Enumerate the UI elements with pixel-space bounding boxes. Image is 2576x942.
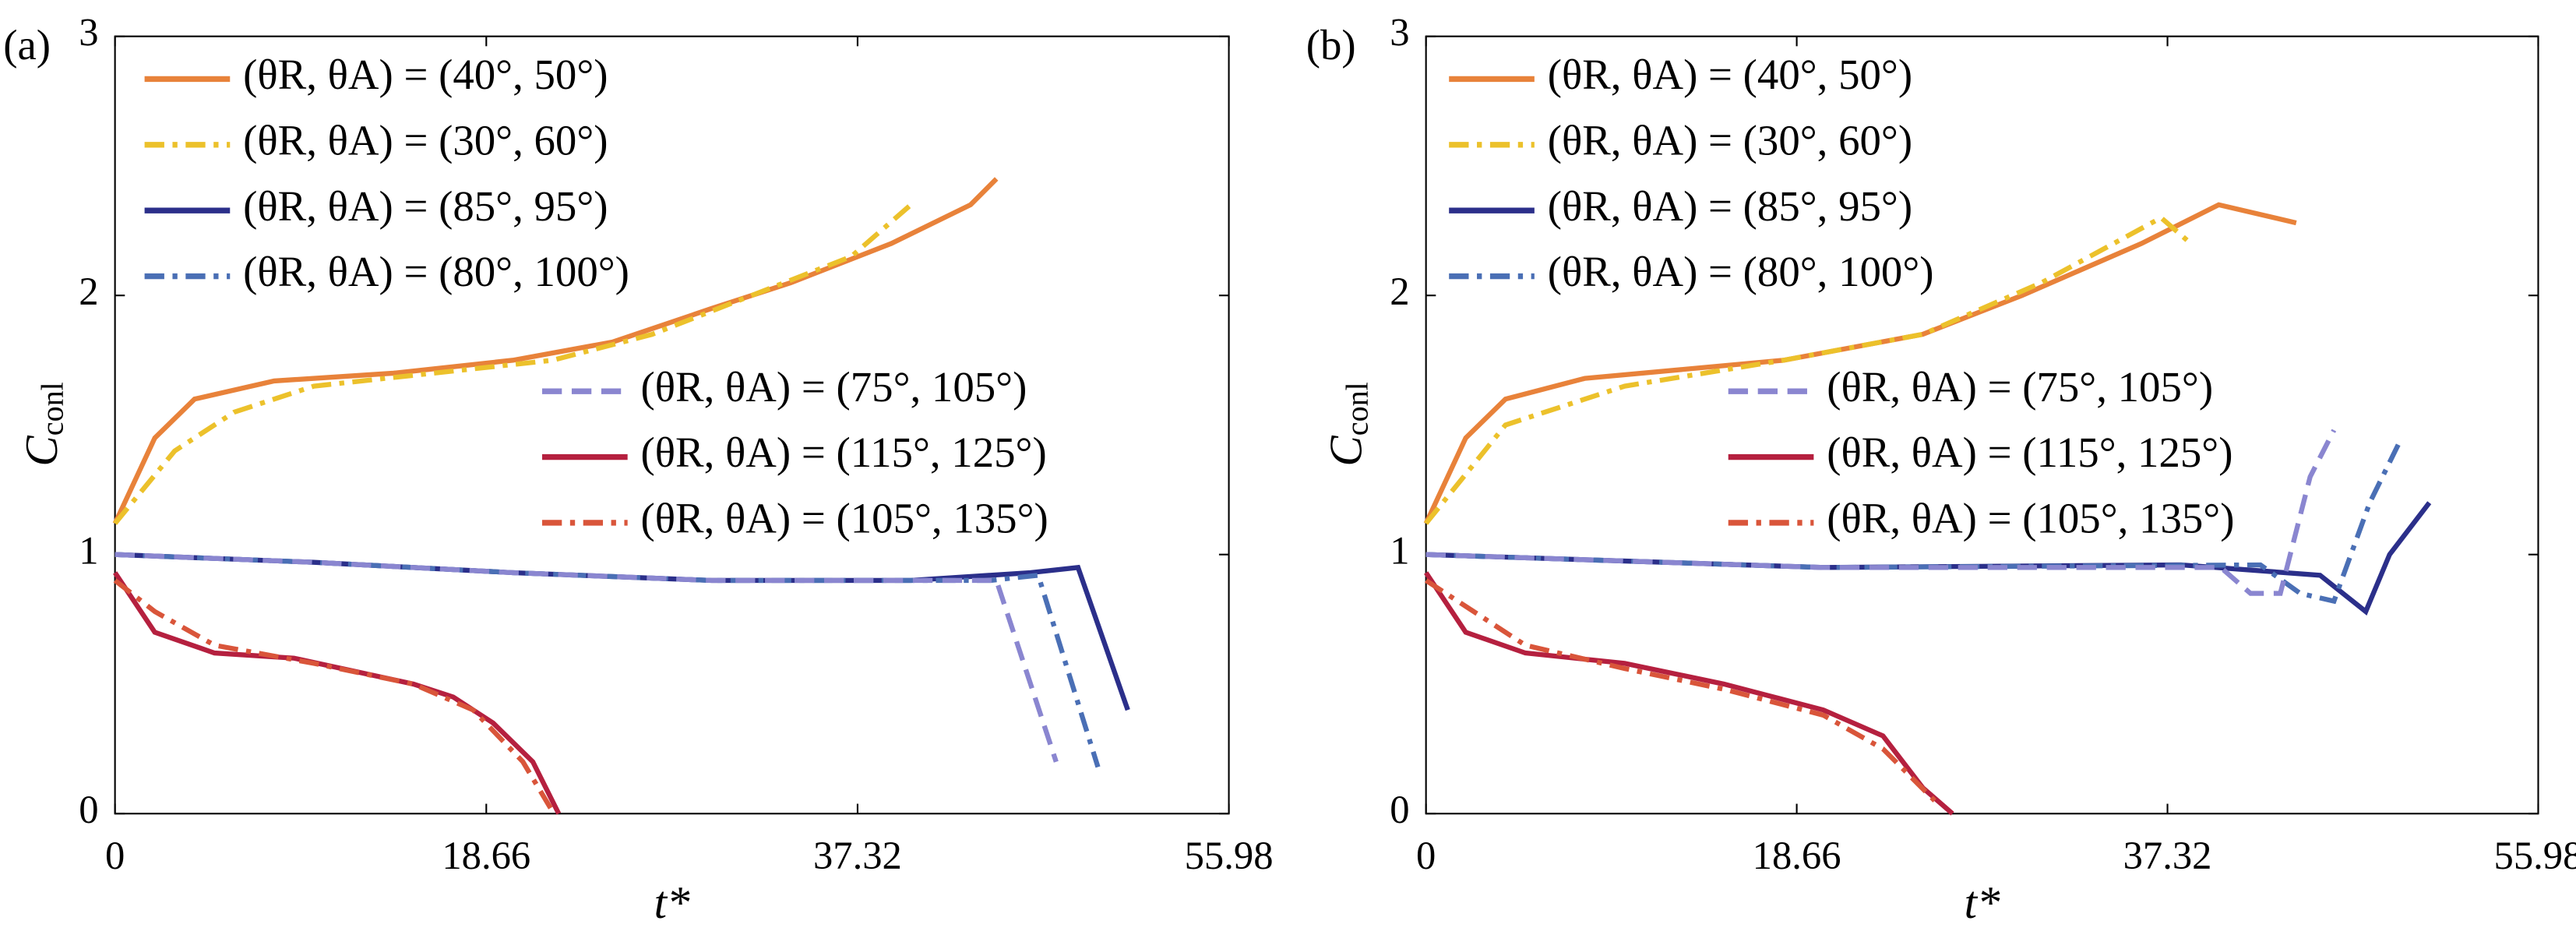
plot-box xyxy=(1425,35,2539,815)
legend-label: (θR, θA) = (75°, 105°) xyxy=(641,363,1027,411)
series-line xyxy=(1425,429,2337,596)
y-axis-label: Cconl xyxy=(1320,382,1374,466)
y-tick-label: 3 xyxy=(1390,10,1409,54)
y-axis-label-main: C xyxy=(16,436,67,467)
legend-label: (θR, θA) = (30°, 60°) xyxy=(243,116,608,164)
x-tick-label: 0 xyxy=(105,834,125,877)
legend-label: (θR, θA) = (85°, 95°) xyxy=(1548,182,1912,230)
y-tick-label: 0 xyxy=(79,788,98,831)
panel-label: (a) xyxy=(3,21,51,69)
panel-label: (b) xyxy=(1306,21,1356,69)
x-axis-label: t* xyxy=(1965,877,2000,928)
legend-label: (θR, θA) = (80°, 100°) xyxy=(1548,248,1934,295)
plot-box xyxy=(114,35,1230,815)
y-tick-label: 0 xyxy=(1390,788,1409,831)
x-tick-label: 18.66 xyxy=(1753,834,1841,877)
legend-label: (θR, θA) = (30°, 60°) xyxy=(1548,116,1912,164)
y-tick-label: 1 xyxy=(79,528,98,572)
legend-label: (θR, θA) = (115°, 125°) xyxy=(641,429,1047,476)
series-line xyxy=(113,203,913,525)
y-tick-label: 2 xyxy=(1390,270,1409,313)
series-line xyxy=(1424,578,1936,803)
series-line xyxy=(113,578,553,810)
legend-label: (θR, θA) = (105°, 135°) xyxy=(641,495,1048,542)
legend-label: (θR, θA) = (40°, 50°) xyxy=(243,51,608,98)
y-tick-label: 2 xyxy=(79,270,98,313)
legend-label: (θR, θA) = (75°, 105°) xyxy=(1827,363,2213,411)
x-tick-label: 55.98 xyxy=(1185,834,1274,877)
x-axis-label: t* xyxy=(654,877,690,928)
y-axis-label: Cconl xyxy=(16,382,70,466)
legend-label: (θR, θA) = (115°, 125°) xyxy=(1827,429,2232,476)
x-tick-label: 0 xyxy=(1416,834,1436,877)
legend-label: (θR, θA) = (80°, 100°) xyxy=(243,248,629,295)
y-axis-label-main: C xyxy=(1320,436,1371,467)
y-tick-label: 3 xyxy=(79,10,98,54)
y-tick-label: 1 xyxy=(1390,528,1409,572)
legend-label: (θR, θA) = (105°, 135°) xyxy=(1827,495,2234,542)
x-tick-label: 37.32 xyxy=(813,834,902,877)
y-axis-label-sub: conl xyxy=(35,382,70,436)
series-line xyxy=(115,552,1059,763)
x-tick-label: 18.66 xyxy=(442,834,530,877)
series-line xyxy=(113,571,562,815)
x-tick-label: 55.98 xyxy=(2494,834,2576,877)
x-tick-label: 37.32 xyxy=(2123,834,2212,877)
series-line xyxy=(1424,571,1954,816)
legend-label: (θR, θA) = (85°, 95°) xyxy=(243,182,608,230)
series-line xyxy=(115,552,1101,768)
series-line xyxy=(1424,214,2193,525)
y-axis-label-sub: conl xyxy=(1340,382,1375,436)
series-line xyxy=(112,177,999,525)
legend-label: (θR, θA) = (40°, 50°) xyxy=(1548,51,1912,98)
